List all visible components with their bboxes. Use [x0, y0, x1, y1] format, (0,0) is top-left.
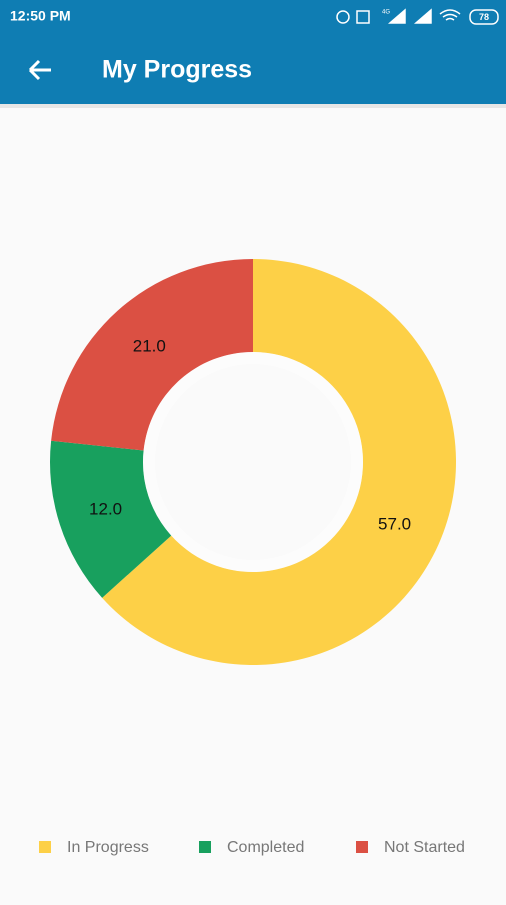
- network-type: 4G: [382, 10, 390, 16]
- app-bar-shadow: [0, 104, 506, 108]
- legend-label: In Progress: [67, 839, 149, 856]
- slice-label: 12.0: [89, 499, 122, 518]
- legend-swatch: [39, 841, 51, 853]
- legend-label: Not Started: [384, 839, 465, 856]
- donut-hole: [155, 364, 351, 560]
- battery-level: 78: [479, 12, 489, 22]
- wifi-icon: [439, 9, 461, 21]
- pie-slice: [102, 259, 457, 666]
- signal-icon-2: [413, 8, 432, 24]
- sim-icon: [356, 10, 370, 24]
- legend-swatch: [356, 841, 368, 853]
- signal-icon: [387, 8, 406, 24]
- pie-slice: [51, 259, 253, 451]
- back-button[interactable]: [28, 59, 51, 81]
- legend-label: Completed: [227, 839, 304, 856]
- pie-slice: [50, 440, 172, 598]
- legend-swatch: [199, 841, 211, 853]
- status-time: 12:50 PM: [10, 8, 71, 24]
- status-icons: [336, 8, 499, 25]
- donut-chart: 57.0 12.0 21.0 In Progress Completed Not Star…: [39, 259, 465, 856]
- slice-label: 21.0: [133, 336, 166, 355]
- alarm-icon: [336, 10, 350, 24]
- slice-label: 57.0: [378, 515, 411, 534]
- battery-icon: [469, 9, 499, 25]
- header-title: My Progress: [102, 56, 252, 84]
